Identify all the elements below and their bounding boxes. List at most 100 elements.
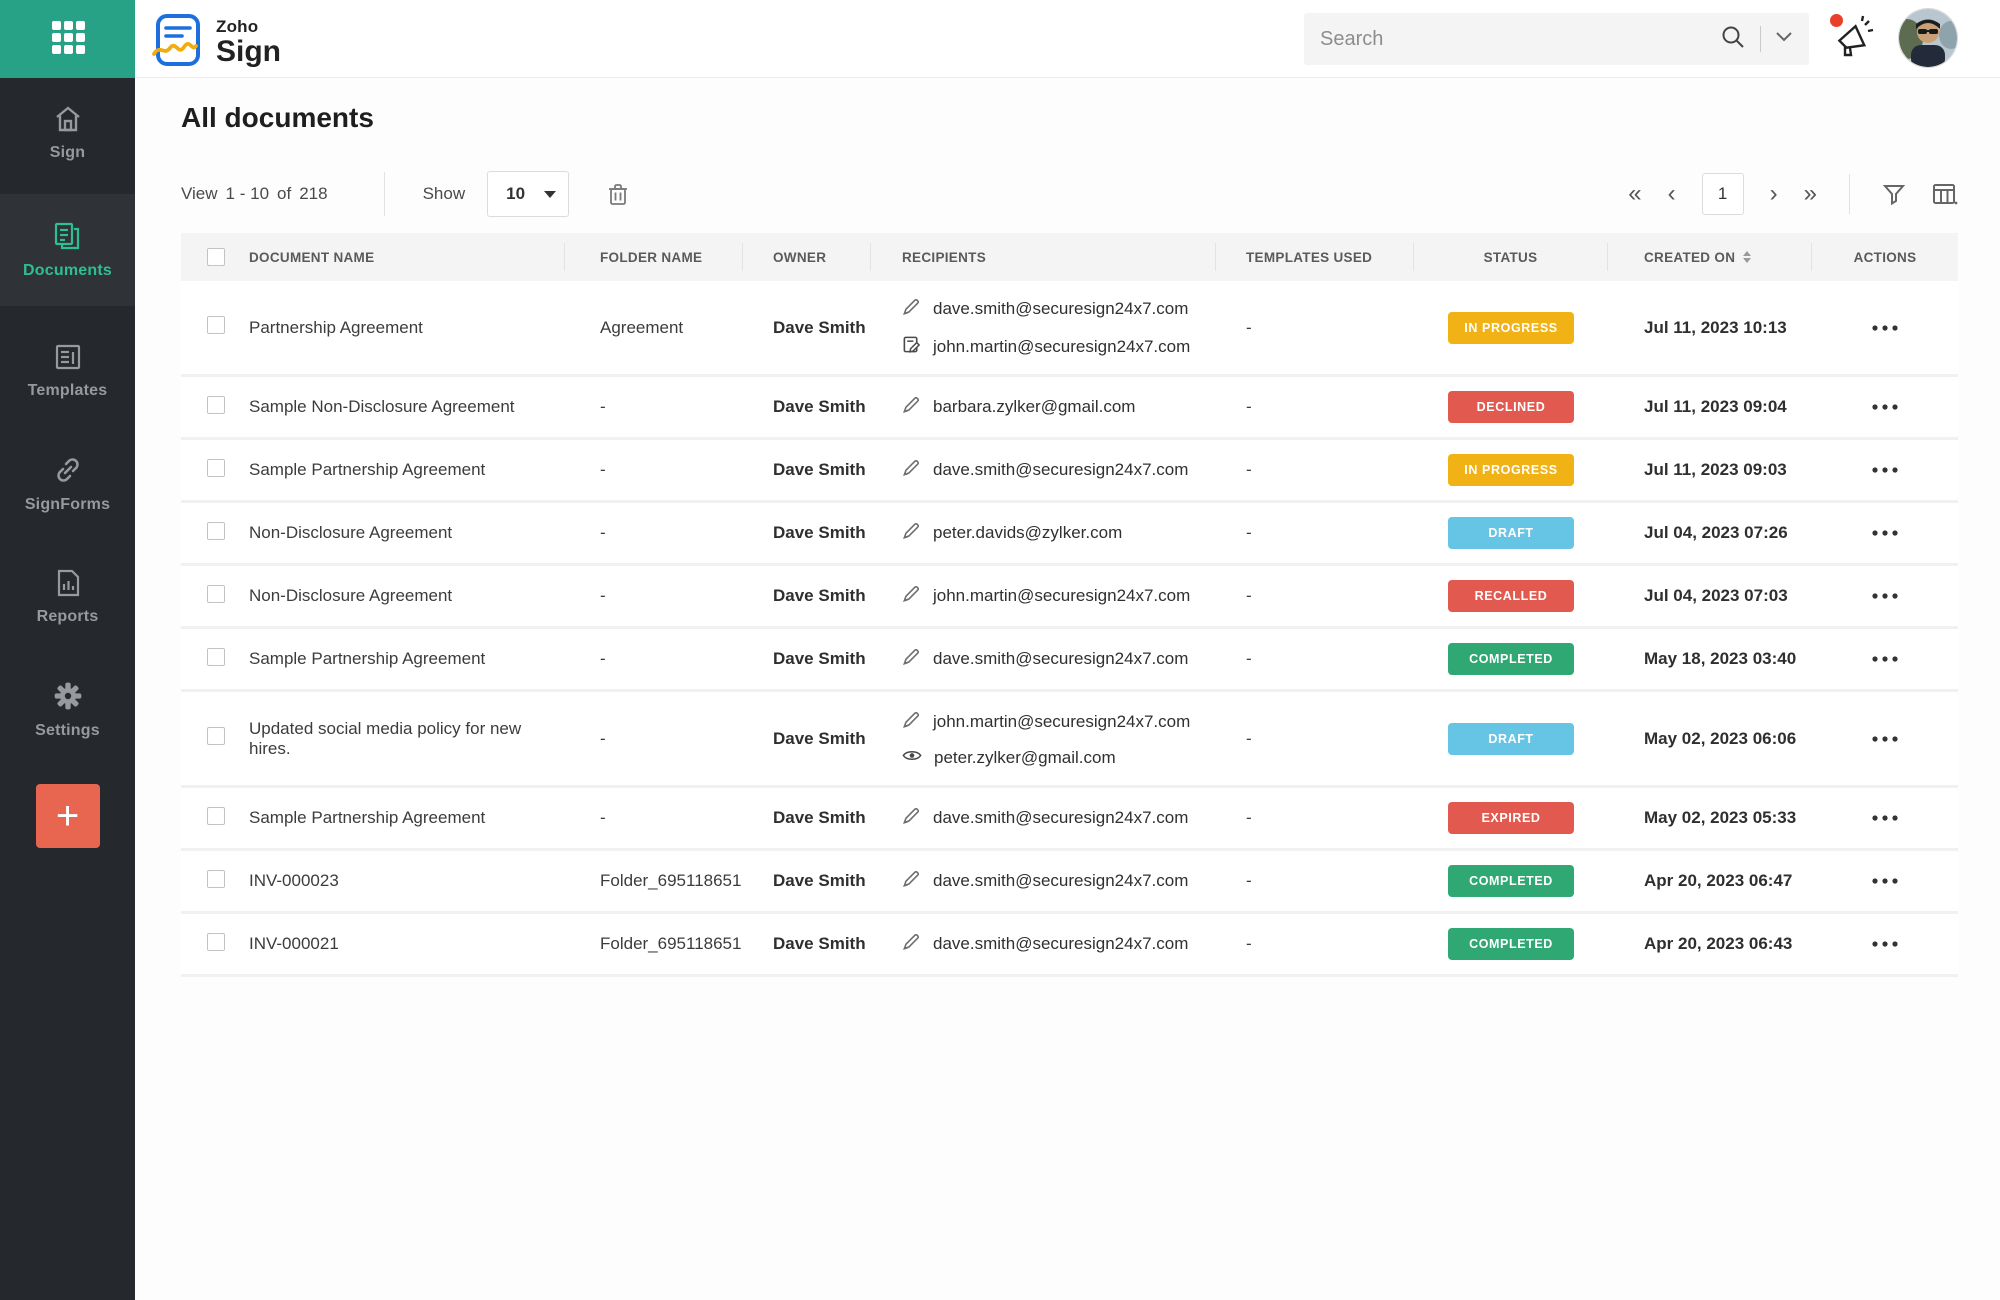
document-name[interactable]: Updated social media policy for new hire… bbox=[249, 718, 522, 758]
search-scope-chevron-icon[interactable] bbox=[1775, 30, 1793, 48]
ellipsis-icon bbox=[1872, 530, 1898, 536]
row-checkbox-cell bbox=[181, 521, 243, 545]
row-actions-button[interactable] bbox=[1812, 940, 1958, 948]
row-actions-button[interactable] bbox=[1812, 529, 1958, 537]
row-actions-button[interactable] bbox=[1812, 655, 1958, 663]
col-owner[interactable]: OWNER bbox=[743, 243, 871, 271]
owner-name: Dave Smith bbox=[773, 397, 866, 416]
col-templates-used[interactable]: TEMPLATES USED bbox=[1216, 243, 1414, 271]
row-actions-button[interactable] bbox=[1812, 735, 1958, 743]
signer-pen-icon bbox=[902, 932, 921, 956]
recipient-email: john.martin@securesign24x7.com bbox=[933, 586, 1191, 605]
recipient-email: dave.smith@securesign24x7.com bbox=[933, 649, 1189, 668]
first-page-button[interactable]: « bbox=[1628, 180, 1642, 207]
col-created-on[interactable]: CREATED ON bbox=[1608, 243, 1812, 271]
document-name[interactable]: Sample Partnership Agreement bbox=[249, 460, 486, 479]
col-folder-name[interactable]: FOLDER NAME bbox=[565, 243, 743, 271]
sidebar-item-reports[interactable]: Reports bbox=[0, 548, 135, 644]
col-recipients[interactable]: RECIPIENTS bbox=[871, 243, 1216, 271]
documents-table: DOCUMENT NAME FOLDER NAME OWNER RECIPIEN… bbox=[181, 233, 1958, 977]
document-name[interactable]: INV-000023 bbox=[249, 871, 339, 890]
status-cell: IN PROGRESS bbox=[1414, 311, 1608, 344]
row-checkbox[interactable] bbox=[207, 727, 225, 745]
ellipsis-icon bbox=[1872, 878, 1898, 884]
table-body: Partnership Agreement Agreement Dave Smith… bbox=[181, 281, 1958, 977]
row-actions-button[interactable] bbox=[1812, 324, 1958, 332]
templates-icon bbox=[53, 342, 83, 372]
manage-columns-button[interactable] bbox=[1932, 182, 1958, 206]
document-name[interactable]: INV-000021 bbox=[249, 934, 339, 953]
row-actions-button[interactable] bbox=[1812, 403, 1958, 411]
row-checkbox[interactable] bbox=[207, 869, 225, 888]
sidebar-item-label: SignForms bbox=[24, 496, 111, 513]
recipient: john.martin@securesign24x7.com bbox=[902, 584, 1216, 608]
row-checkbox-cell bbox=[181, 316, 243, 339]
create-document-button[interactable]: + bbox=[35, 784, 100, 848]
sidebar-item-sign[interactable]: Sign bbox=[0, 84, 135, 180]
user-avatar[interactable] bbox=[1898, 8, 1958, 68]
ellipsis-icon bbox=[1872, 735, 1898, 742]
table-row: INV-000023 Folder_695118651 Dave Smith dave… bbox=[181, 851, 1958, 914]
status-badge: COMPLETED bbox=[1448, 643, 1574, 675]
status-cell: DRAFT bbox=[1414, 517, 1608, 549]
row-checkbox[interactable] bbox=[207, 584, 225, 603]
document-name[interactable]: Non-Disclosure Agreement bbox=[249, 586, 453, 605]
pagination: « ‹ 1 › » bbox=[1628, 170, 1958, 218]
signer-pen-icon bbox=[902, 710, 921, 734]
row-checkbox[interactable] bbox=[207, 932, 225, 951]
row-checkbox[interactable] bbox=[207, 458, 225, 477]
recipient: john.martin@securesign24x7.com bbox=[902, 335, 1216, 359]
sidebar-item-templates[interactable]: Templates bbox=[0, 322, 135, 418]
sidebar-item-signforms[interactable]: SignForms bbox=[0, 434, 135, 532]
recipient: dave.smith@securesign24x7.com bbox=[902, 869, 1216, 893]
current-page-input[interactable]: 1 bbox=[1701, 173, 1744, 215]
col-status[interactable]: STATUS bbox=[1414, 243, 1608, 271]
prev-page-button[interactable]: ‹ bbox=[1667, 180, 1676, 207]
delete-button[interactable] bbox=[607, 182, 629, 206]
app-launcher-button[interactable] bbox=[0, 0, 135, 78]
col-document-name[interactable]: DOCUMENT NAME bbox=[243, 243, 565, 271]
row-checkbox[interactable] bbox=[207, 806, 225, 825]
row-actions-button[interactable] bbox=[1812, 814, 1958, 822]
status-badge: DRAFT bbox=[1448, 722, 1574, 755]
created-on: Jul 04, 2023 07:26 bbox=[1644, 523, 1788, 542]
recipient-email: john.martin@securesign24x7.com bbox=[933, 711, 1191, 731]
sidebar-item-documents[interactable]: Documents bbox=[0, 194, 135, 306]
next-page-button[interactable]: › bbox=[1769, 180, 1778, 207]
recipients-cell: dave.smith@securesign24x7.com bbox=[871, 932, 1216, 956]
row-checkbox[interactable] bbox=[207, 316, 225, 334]
brand-sign: Sign bbox=[216, 35, 281, 68]
sidebar-item-settings[interactable]: Settings bbox=[0, 660, 135, 758]
zoho-sign-logo[interactable]: Zoho Sign bbox=[152, 12, 281, 73]
select-all-checkbox[interactable] bbox=[207, 248, 225, 266]
recipients-cell: dave.smith@securesign24x7.com bbox=[871, 647, 1216, 671]
document-name[interactable]: Sample Non-Disclosure Agreement bbox=[249, 397, 515, 416]
row-actions-button[interactable] bbox=[1812, 466, 1958, 474]
row-checkbox[interactable] bbox=[207, 647, 225, 666]
page-size-select[interactable]: 10 bbox=[487, 171, 570, 217]
document-name[interactable]: Non-Disclosure Agreement bbox=[249, 523, 453, 542]
filter-button[interactable] bbox=[1882, 182, 1906, 206]
recipient: peter.zylker@gmail.com bbox=[902, 748, 1216, 768]
row-checkbox[interactable] bbox=[207, 395, 225, 414]
search-input[interactable]: Search bbox=[1304, 13, 1809, 65]
page-size-value: 10 bbox=[506, 184, 526, 203]
table-row: Sample Non-Disclosure Agreement - Dave Smi… bbox=[181, 377, 1958, 440]
sidebar-item-label: Reports bbox=[36, 608, 99, 625]
signer-pen-icon bbox=[902, 647, 921, 671]
status-cell: COMPLETED bbox=[1414, 928, 1608, 960]
last-page-button[interactable]: » bbox=[1803, 180, 1817, 207]
document-name[interactable]: Sample Partnership Agreement bbox=[249, 808, 486, 827]
brand-zoho: Zoho bbox=[216, 17, 259, 36]
row-actions-button[interactable] bbox=[1812, 877, 1958, 885]
recipient-email: dave.smith@securesign24x7.com bbox=[933, 808, 1189, 827]
row-checkbox[interactable] bbox=[207, 521, 225, 540]
search-icon[interactable] bbox=[1720, 24, 1746, 55]
recipient: dave.smith@securesign24x7.com bbox=[902, 458, 1216, 482]
document-name[interactable]: Partnership Agreement bbox=[249, 317, 423, 337]
document-name[interactable]: Sample Partnership Agreement bbox=[249, 649, 486, 668]
recipients-cell: dave.smith@securesign24x7.com bbox=[871, 458, 1216, 482]
row-actions-button[interactable] bbox=[1812, 592, 1958, 600]
sort-icon[interactable] bbox=[1743, 251, 1752, 263]
announcements-button[interactable] bbox=[1826, 12, 1878, 64]
